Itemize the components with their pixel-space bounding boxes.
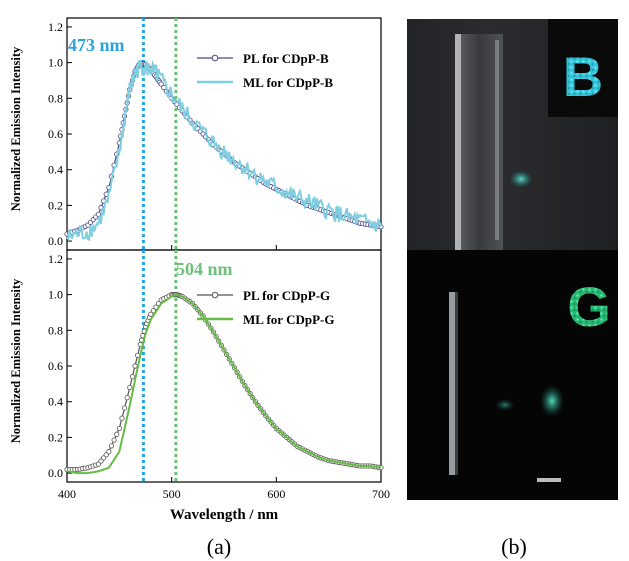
plot-frame bbox=[66, 249, 382, 483]
peak-label: 504 nm bbox=[176, 259, 233, 279]
vial-top-highlight bbox=[495, 40, 499, 240]
series-marker bbox=[111, 437, 117, 443]
series-marker bbox=[121, 405, 128, 411]
x-axis-label: Wavelength / nm bbox=[170, 507, 279, 523]
legend-label: ML for CDpP-B bbox=[243, 75, 333, 90]
legend-marker bbox=[211, 54, 219, 62]
y-axis-label-bottom: Normalized Emission Intensity bbox=[9, 278, 23, 443]
vial-top-edge bbox=[455, 34, 461, 250]
series-marker bbox=[124, 395, 130, 401]
vial-bottom-edge bbox=[449, 292, 455, 475]
vial-bottom-edge-2 bbox=[455, 292, 458, 475]
series-marker bbox=[132, 363, 138, 369]
series-marker bbox=[106, 449, 112, 455]
series-marker bbox=[119, 415, 125, 421]
x-tick-label: 600 bbox=[267, 487, 285, 501]
luminescent-letter-b: B bbox=[563, 45, 603, 108]
y-tick-label: 0.0 bbox=[48, 234, 63, 248]
peak-label: 473 nm bbox=[68, 35, 125, 55]
luminescent-letter-g: G bbox=[567, 275, 611, 338]
y-tick-label: 1.2 bbox=[48, 20, 63, 34]
dark-square-top bbox=[548, 19, 618, 117]
series-line bbox=[66, 293, 382, 475]
glow-spot-bottom-2 bbox=[495, 399, 515, 411]
y-tick-label: 0.2 bbox=[48, 198, 63, 212]
y-axis-label-top: Normalized Emission Intensity bbox=[9, 46, 23, 211]
chart-bottom-pl-ml-cdpp-g: 0.0 0.2 0.4 0.6 0.8 1.0 1.2 400 500 600 700 504 nm P… bbox=[48, 249, 390, 501]
series-marker bbox=[129, 374, 136, 380]
series-line bbox=[66, 59, 382, 242]
series-marker bbox=[114, 431, 120, 437]
x-tick-label: 500 bbox=[163, 487, 181, 501]
y-tick-label: 0.6 bbox=[48, 127, 63, 141]
y-tick-label: 1.0 bbox=[48, 288, 63, 302]
legend-label: PL for CDpP-G bbox=[243, 288, 330, 303]
x-tick-label: 700 bbox=[372, 487, 390, 501]
y-tick-label: 0.0 bbox=[48, 466, 63, 480]
y-tick-label: 0.4 bbox=[48, 163, 63, 177]
series-marker bbox=[158, 81, 164, 87]
y-tick-label: 0.8 bbox=[48, 91, 63, 105]
panel-label-a: (a) bbox=[207, 534, 231, 559]
series-marker bbox=[108, 443, 115, 449]
reflection-bottom bbox=[537, 478, 561, 482]
series-marker bbox=[116, 425, 122, 432]
series-marker bbox=[95, 211, 102, 217]
y-tick-label: 0.4 bbox=[48, 395, 63, 409]
series-marker bbox=[148, 311, 154, 317]
glow-spot-bottom bbox=[540, 385, 564, 417]
y-tick-label: 1.0 bbox=[48, 56, 63, 70]
legend-label: ML for CDpP-G bbox=[243, 312, 334, 327]
chart-top-pl-ml-cdpp-b: 0.0 0.2 0.4 0.6 0.8 1.0 1.2 473 nm PL for CDpP-B… bbox=[48, 17, 384, 251]
x-tick-label: 400 bbox=[58, 487, 76, 501]
photo-bottom-background bbox=[407, 250, 618, 500]
y-tick-label: 0.8 bbox=[48, 323, 63, 337]
photo-panel: B G bbox=[407, 19, 618, 500]
y-tick-label: 1.2 bbox=[48, 252, 63, 266]
panel-label-b: (b) bbox=[501, 534, 527, 559]
legend-marker bbox=[211, 291, 219, 299]
glow-spot-top bbox=[509, 170, 533, 188]
series-marker bbox=[127, 384, 133, 391]
y-tick-label: 0.2 bbox=[48, 430, 63, 444]
y-tick-label: 0.6 bbox=[48, 359, 63, 373]
legend-label: PL for CDpP-B bbox=[243, 51, 329, 66]
